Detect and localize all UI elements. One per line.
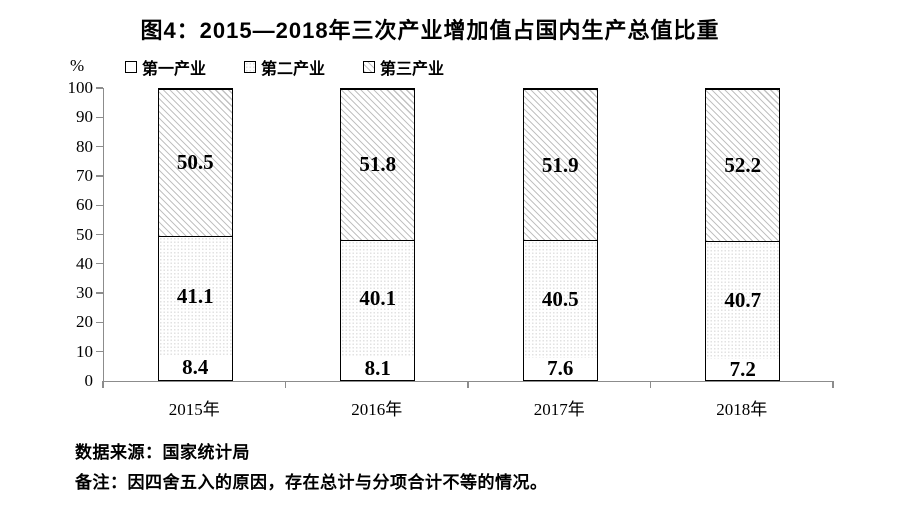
- legend-item-1: 第一产业: [125, 55, 206, 79]
- legend: 第一产业 第二产业 第三产业: [125, 55, 444, 79]
- bar-value-label: 8.4: [182, 355, 209, 380]
- y-axis-tick: [96, 351, 103, 353]
- bar-segment-第二产业: 40.1: [341, 239, 415, 357]
- y-axis-unit-label: %: [70, 56, 85, 75]
- legend-marker-white-icon: [125, 61, 137, 73]
- y-axis-label: 30: [76, 283, 93, 303]
- stacked-bar-2018年: 7.2 40.7 52.2: [705, 87, 781, 381]
- bar-segment-第二产业: 40.7: [706, 240, 780, 359]
- chart-title: 图4：2015—2018年三次产业增加值占国内生产总值比重: [140, 18, 720, 43]
- y-axis-label: 10: [76, 341, 93, 361]
- bar-value-label: 51.9: [541, 152, 579, 177]
- y-axis-tick: [96, 87, 103, 89]
- bar-segment-第三产业: 51.9: [523, 89, 597, 241]
- bar-value-label: 40.5: [541, 286, 579, 311]
- legend-label: 第三产业: [380, 61, 445, 78]
- bar-value-label: 52.2: [724, 152, 762, 177]
- y-axis-label: 0: [84, 371, 94, 390]
- y-axis-tick: [96, 204, 103, 206]
- bar-value-label: 8.1: [364, 355, 391, 380]
- legend-marker-fine-dot-icon: [244, 61, 257, 73]
- y-axis-tick: [96, 233, 103, 236]
- y-axis-label: 100: [67, 78, 94, 97]
- bar-value-label: 7.6: [547, 356, 574, 381]
- plot-area: 8.4 41.1 50.5 8.1 40.1 51.8 7.6 40.5 51.9 7.2 40.7…: [103, 87, 834, 382]
- bar-segment-第一产业: 7.6: [523, 356, 597, 381]
- y-axis-label: 70: [76, 165, 93, 185]
- bar-segment-第一产业: 8.1: [341, 355, 415, 380]
- x-axis-tick: [102, 381, 104, 388]
- bar-segment-第一产业: 8.4: [158, 355, 232, 380]
- x-axis-tick: [284, 381, 287, 388]
- x-axis-label: 2018年: [716, 400, 768, 419]
- stacked-bar-2015年: 8.4 41.1 50.5: [157, 88, 233, 381]
- bar-value-label: 40.7: [724, 287, 762, 312]
- y-axis-label: 90: [76, 107, 93, 127]
- x-axis-tick: [649, 381, 652, 388]
- x-axis-label: 2015年: [168, 400, 220, 419]
- y-axis-tick: [96, 292, 103, 294]
- y-axis-tick: [96, 145, 103, 148]
- y-axis-tick: [96, 321, 103, 324]
- y-axis-label: 60: [76, 195, 93, 215]
- bar-value-label: 50.5: [176, 150, 214, 175]
- bar-value-label: 51.8: [359, 152, 397, 177]
- bar-segment-第三产业: 51.8: [341, 88, 415, 240]
- bar-segment-第一产业: 7.2: [706, 357, 780, 381]
- y-axis-tick: [96, 116, 103, 118]
- legend-marker-diagonal-hatch-icon: [363, 61, 376, 73]
- x-axis-label: 2017年: [533, 400, 585, 419]
- bar-segment-第二产业: 41.1: [158, 235, 232, 356]
- stacked-bar-2017年: 7.6 40.5 51.9: [522, 88, 598, 381]
- bar-value-label: 41.1: [176, 283, 214, 308]
- x-axis-tick: [467, 381, 469, 388]
- legend-item-2: 第二产业: [244, 55, 325, 79]
- legend-label: 第一产业: [142, 61, 207, 78]
- y-axis-label: 80: [76, 136, 93, 156]
- y-axis-label: 20: [76, 312, 93, 332]
- bar-segment-第三产业: 52.2: [706, 88, 780, 241]
- y-axis-label: 50: [76, 224, 93, 244]
- x-axis-tick: [832, 381, 834, 388]
- bar-value-label: 40.1: [359, 286, 397, 311]
- y-axis-tick: [96, 175, 103, 177]
- rounding-remark-note: 备注：因四舍五入的原因，存在总计与分项合计不等的情况。: [75, 473, 548, 492]
- legend-item-3: 第三产业: [363, 55, 444, 79]
- bar-segment-第三产业: 50.5: [158, 89, 232, 236]
- legend-label: 第二产业: [261, 61, 326, 78]
- y-axis-tick: [96, 263, 103, 265]
- bar-segment-第二产业: 40.5: [523, 240, 597, 358]
- y-axis-label: 40: [76, 253, 93, 273]
- bar-value-label: 7.2: [729, 357, 756, 381]
- x-axis-label: 2016年: [351, 400, 403, 419]
- stacked-bar-2016年: 8.1 40.1 51.8: [340, 88, 416, 381]
- data-source-note: 数据来源：国家统计局: [75, 443, 250, 462]
